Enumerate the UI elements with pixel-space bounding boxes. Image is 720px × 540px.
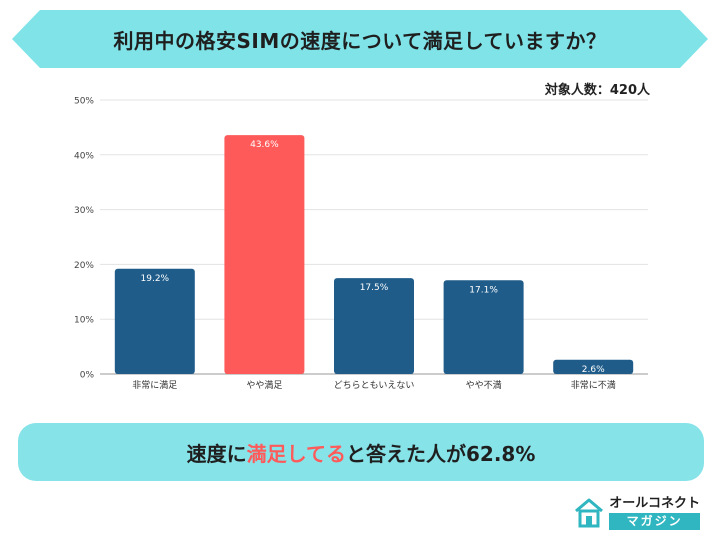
respondent-count: 対象人数：420人	[544, 83, 650, 98]
logo-name: オールコネクト	[609, 496, 700, 511]
title-banner: 利用中の格安SIMの速度について満足していますか？	[12, 10, 708, 68]
x-category-label: やや不満	[466, 380, 502, 391]
y-tick-label: 40%	[74, 151, 94, 161]
summary-highlight: 満足してる	[246, 441, 346, 466]
bar-value-label: 17.5%	[360, 283, 389, 293]
y-tick-label: 10%	[74, 316, 94, 326]
summary-text-start: 速度に	[186, 441, 247, 466]
bar	[114, 268, 195, 374]
y-tick-label: 20%	[74, 261, 94, 271]
y-tick-label: 50%	[74, 97, 94, 107]
bar-value-label: 43.6%	[250, 140, 279, 150]
house-icon	[575, 498, 604, 528]
bar	[553, 359, 634, 374]
summary-text-end: と答えた人が62.8%	[346, 441, 536, 466]
x-category-label: どちらともいえない	[334, 380, 415, 391]
x-category-label: 非常に不満	[571, 379, 616, 391]
chart-title: 利用中の格安SIMの速度について満足していますか？	[113, 28, 607, 53]
bar-value-label: 19.2%	[141, 274, 170, 284]
x-category-label: 非常に満足	[132, 379, 177, 391]
bar-value-label: 2.6%	[582, 365, 605, 375]
bar	[443, 280, 524, 374]
x-category-label: やや満足	[246, 380, 282, 391]
bar	[334, 278, 414, 374]
summary-box: 速度に 満足してる と答えた人が62.8%	[18, 423, 704, 481]
y-tick-label: 0%	[80, 371, 95, 381]
bar-chart: 0% 10% 20% 30% 40% 50% 19.2% 非常に満足 43.6% やや満足 17.5…	[74, 97, 648, 391]
bar-value-label: 17.1%	[469, 285, 498, 295]
logo-subname: マガジン	[609, 513, 700, 530]
y-tick-label: 30%	[74, 206, 94, 216]
brand-logo: オールコネクト マガジン	[573, 496, 700, 530]
bar	[224, 135, 305, 374]
